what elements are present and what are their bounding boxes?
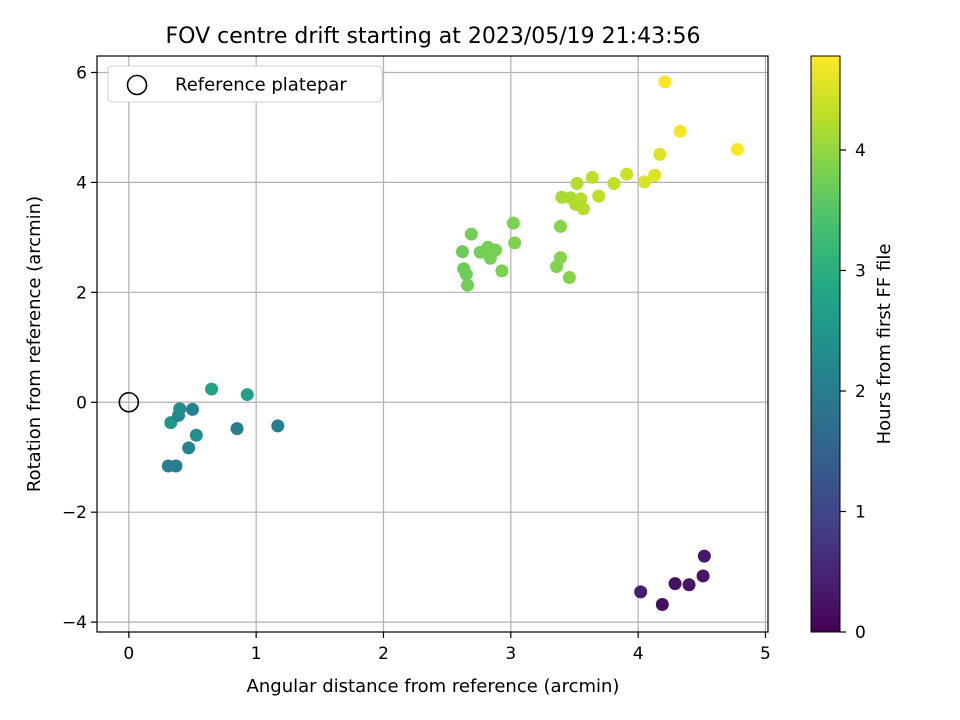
data-point bbox=[658, 75, 672, 89]
data-point bbox=[230, 422, 244, 436]
data-point bbox=[620, 167, 634, 181]
x-tick-label: 4 bbox=[633, 644, 644, 664]
data-point bbox=[648, 168, 662, 182]
data-point bbox=[673, 124, 687, 138]
chart-title: FOV centre drift starting at 2023/05/19 … bbox=[166, 24, 701, 49]
x-tick-label: 3 bbox=[505, 644, 516, 664]
y-tick-label: 6 bbox=[76, 63, 87, 83]
data-point bbox=[455, 245, 469, 259]
data-point bbox=[461, 278, 475, 292]
colorbar-tick-label: 0 bbox=[855, 623, 866, 643]
y-axis-ticks: −4 −2 0 2 4 6 bbox=[62, 63, 97, 633]
legend-entry-reference: Reference platepar bbox=[175, 75, 347, 96]
y-tick-label: 2 bbox=[76, 283, 87, 303]
reference-point bbox=[118, 391, 140, 413]
legend-marker-icon bbox=[126, 74, 148, 96]
y-tick-label: −2 bbox=[62, 503, 87, 523]
data-point bbox=[271, 419, 285, 433]
data-point bbox=[169, 459, 183, 473]
plot-frame bbox=[96, 55, 769, 633]
data-point bbox=[173, 402, 187, 416]
data-point bbox=[730, 142, 744, 156]
x-axis-ticks: 0 1 2 3 4 5 bbox=[123, 632, 771, 664]
data-point bbox=[553, 219, 567, 233]
data-point bbox=[668, 577, 682, 591]
data-point bbox=[489, 243, 503, 257]
colorbar-tick-label: 1 bbox=[855, 502, 866, 522]
data-point bbox=[655, 598, 669, 612]
data-point bbox=[464, 227, 478, 241]
data-point bbox=[459, 267, 473, 281]
data-point bbox=[607, 177, 621, 191]
data-point bbox=[653, 147, 667, 161]
data-point bbox=[697, 549, 711, 563]
data-point bbox=[495, 264, 509, 278]
data-point bbox=[585, 170, 599, 184]
x-tick-label: 0 bbox=[123, 644, 134, 664]
x-tick-label: 2 bbox=[378, 644, 389, 664]
y-axis-label: Rotation from reference (arcmin) bbox=[24, 196, 45, 492]
colorbar: 0 1 2 3 4 Hours from first FF file bbox=[810, 55, 895, 643]
data-point bbox=[570, 177, 584, 191]
data-point bbox=[553, 251, 567, 265]
grid-lines bbox=[97, 56, 768, 632]
legend-box bbox=[107, 65, 383, 103]
data-point bbox=[508, 236, 522, 250]
colorbar-ticks: 0 1 2 3 4 bbox=[840, 141, 866, 643]
legend: Reference platepar bbox=[107, 65, 383, 103]
data-point bbox=[576, 202, 590, 216]
data-points bbox=[161, 75, 744, 612]
data-point bbox=[637, 175, 651, 189]
data-point bbox=[634, 585, 648, 599]
reference-marker bbox=[118, 391, 140, 413]
data-point bbox=[574, 192, 588, 206]
x-tick-label: 5 bbox=[760, 644, 771, 664]
x-tick-label: 1 bbox=[251, 644, 262, 664]
y-tick-label: 0 bbox=[76, 393, 87, 413]
data-point bbox=[592, 189, 606, 203]
data-point bbox=[562, 270, 576, 284]
data-point bbox=[182, 441, 196, 455]
colorbar-label: Hours from first FF file bbox=[874, 244, 895, 445]
x-axis-label: Angular distance from reference (arcmin) bbox=[247, 676, 620, 697]
data-point bbox=[506, 216, 520, 230]
colorbar-tick-label: 4 bbox=[855, 141, 866, 161]
data-point bbox=[240, 388, 254, 402]
data-point bbox=[696, 569, 710, 583]
y-tick-label: 4 bbox=[76, 173, 87, 193]
colorbar-tick-label: 2 bbox=[855, 382, 866, 402]
colorbar-gradient bbox=[810, 55, 841, 633]
data-point bbox=[185, 402, 199, 416]
data-point bbox=[189, 428, 203, 442]
data-point bbox=[682, 578, 696, 592]
y-tick-label: −4 bbox=[62, 613, 87, 633]
colorbar-tick-label: 3 bbox=[855, 261, 866, 281]
data-point bbox=[205, 382, 219, 396]
